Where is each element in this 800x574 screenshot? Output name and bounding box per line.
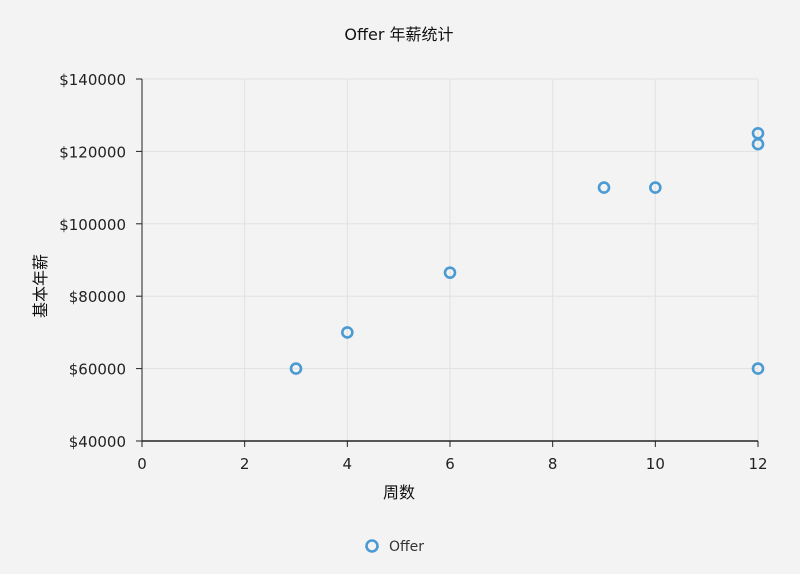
chart-title: Offer 年薪统计 — [344, 25, 453, 44]
x-tick-label-6: 12 — [748, 455, 767, 473]
y-tick-label-1: $60000 — [69, 361, 126, 379]
data-point-6 — [751, 137, 765, 151]
x-axis-label: 周数 — [383, 483, 415, 502]
data-points — [289, 127, 765, 375]
x-tick-label-4: 8 — [548, 455, 558, 473]
legend-marker-offer — [365, 539, 379, 553]
y-tick-label-4: $120000 — [59, 143, 126, 161]
x-tick-label-5: 10 — [646, 455, 665, 473]
grid-lines — [142, 78, 759, 441]
legend: Offer — [365, 539, 424, 555]
data-point-1 — [341, 326, 354, 339]
y-tick-label-5: $140000 — [59, 71, 126, 89]
data-point-4 — [649, 181, 662, 194]
y-axis-ticks: $40000 $60000 $80000 $100000 $120000 $140000 — [59, 71, 142, 451]
x-axis-ticks: 0 2 4 6 8 10 12 — [137, 441, 768, 473]
data-point-3 — [597, 181, 611, 194]
x-tick-label-0: 0 — [137, 455, 147, 473]
data-point-7 — [751, 362, 765, 375]
x-tick-label-1: 2 — [240, 455, 250, 473]
y-tick-label-0: $40000 — [69, 433, 126, 451]
y-axis-label: 基本年薪 — [31, 254, 50, 318]
y-tick-label-3: $100000 — [59, 216, 126, 234]
y-tick-label-2: $80000 — [69, 288, 126, 306]
x-tick-label-3: 6 — [445, 455, 455, 473]
data-point-2 — [443, 266, 457, 279]
x-tick-label-2: 4 — [343, 455, 353, 473]
data-point-0 — [289, 362, 303, 375]
legend-label-offer[interactable]: Offer — [389, 539, 424, 555]
